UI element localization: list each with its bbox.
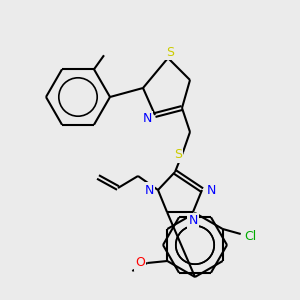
Text: S: S <box>174 148 182 161</box>
Text: Cl: Cl <box>244 230 257 242</box>
Text: S: S <box>166 46 174 59</box>
Text: N: N <box>188 214 198 227</box>
Text: N: N <box>206 184 216 196</box>
Text: N: N <box>144 184 154 196</box>
Text: O: O <box>135 256 145 269</box>
Text: N: N <box>142 112 152 125</box>
